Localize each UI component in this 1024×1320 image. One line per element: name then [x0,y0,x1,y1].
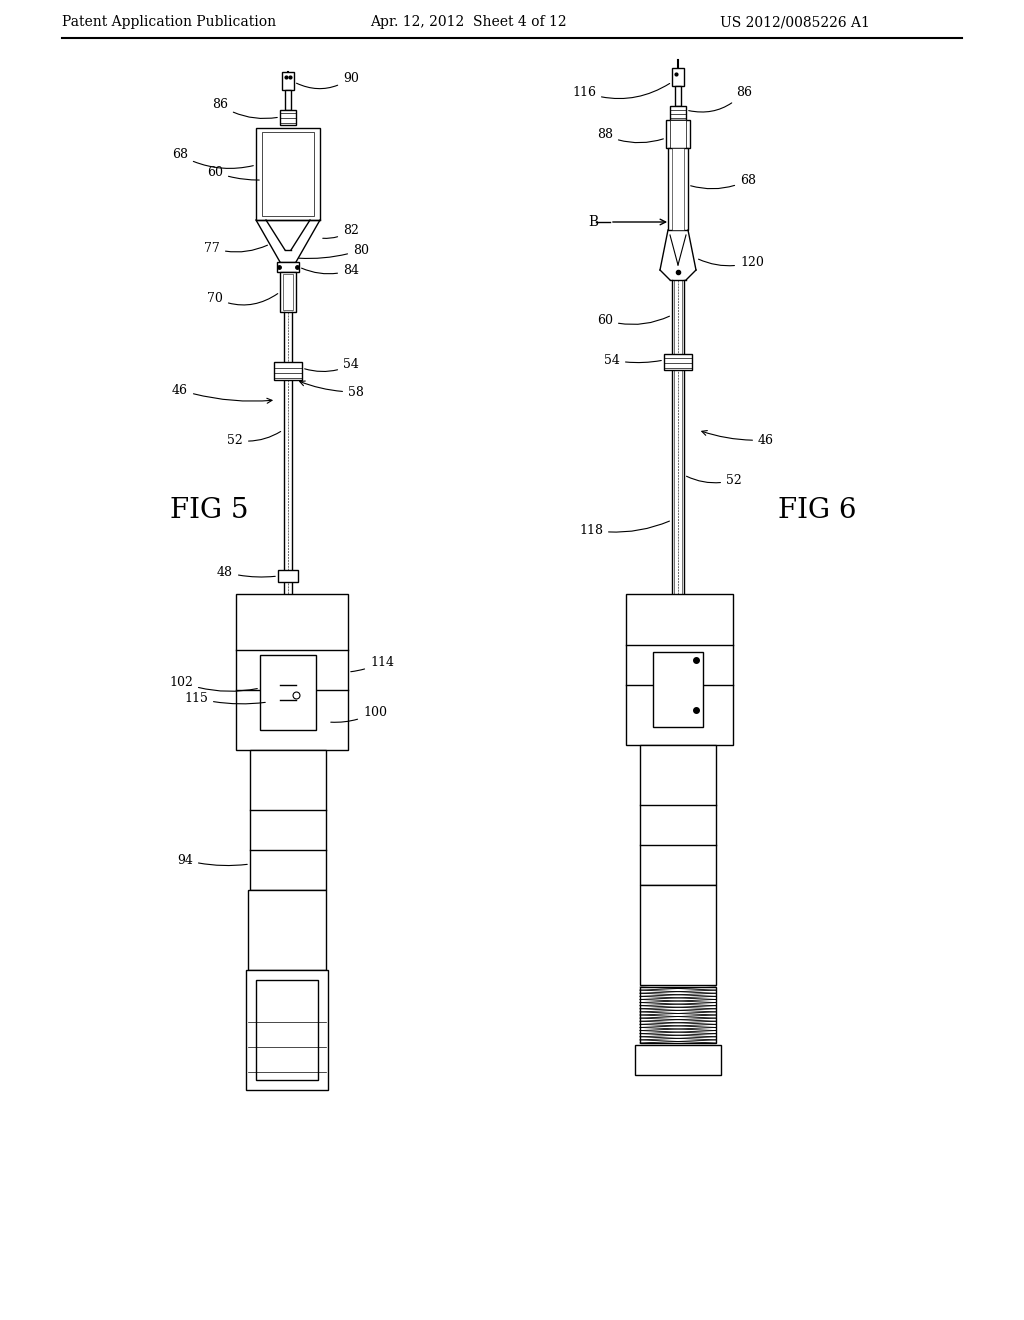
Bar [640,884,716,985]
Bar [283,275,293,310]
Text: 114: 114 [351,656,394,672]
Bar [280,110,296,125]
Bar [260,655,316,730]
Text: FIG 6: FIG 6 [778,496,856,524]
Text: 46: 46 [172,384,272,403]
Text: US 2012/0085226 A1: US 2012/0085226 A1 [720,15,869,29]
Bar [256,128,319,220]
Text: Apr. 12, 2012  Sheet 4 of 12: Apr. 12, 2012 Sheet 4 of 12 [370,15,566,29]
Bar [262,132,314,216]
Text: B: B [588,215,598,228]
Text: 94: 94 [177,854,247,866]
Bar [670,120,686,148]
Text: 58: 58 [300,381,364,399]
Text: 54: 54 [604,354,662,367]
Bar [668,148,688,230]
Bar [672,148,684,230]
Text: 100: 100 [331,705,387,722]
Bar [675,86,681,106]
Text: 46: 46 [701,430,774,446]
Bar [285,90,291,110]
Bar [248,890,326,970]
Bar [626,594,733,744]
Text: 52: 52 [227,432,281,446]
Bar [664,354,692,370]
Text: 68: 68 [172,149,253,169]
Bar [672,69,684,86]
Text: 60: 60 [597,314,670,326]
Bar [236,594,348,750]
Text: 88: 88 [597,128,664,143]
Text: 82: 82 [323,223,358,239]
Text: 70: 70 [207,292,278,305]
Text: 120: 120 [698,256,764,268]
Text: 48: 48 [217,565,275,578]
Bar [278,261,299,272]
Text: Patent Application Publication: Patent Application Publication [62,15,276,29]
Text: FIG 5: FIG 5 [170,496,249,524]
Bar [635,1045,721,1074]
Text: 80: 80 [299,243,369,259]
Text: 77: 77 [204,242,267,255]
Text: 118: 118 [579,521,670,536]
Bar [274,362,302,380]
Bar [666,120,690,148]
Bar [256,979,318,1080]
Bar [282,73,294,90]
Text: 52: 52 [686,474,741,487]
Text: 116: 116 [572,83,670,99]
Text: 54: 54 [305,359,358,371]
Text: 60: 60 [207,165,259,180]
Bar [653,652,703,727]
Text: 86: 86 [212,99,278,119]
Bar [250,750,326,890]
Bar [246,970,328,1090]
Text: 102: 102 [169,676,257,692]
Bar [280,272,296,312]
Text: 68: 68 [690,173,756,189]
Bar [278,570,298,582]
Text: 86: 86 [689,86,752,112]
Bar [670,106,686,120]
Text: 84: 84 [301,264,359,276]
Text: 90: 90 [297,71,358,88]
Bar [640,987,716,1043]
Bar [640,744,716,884]
Text: 115: 115 [184,692,265,705]
